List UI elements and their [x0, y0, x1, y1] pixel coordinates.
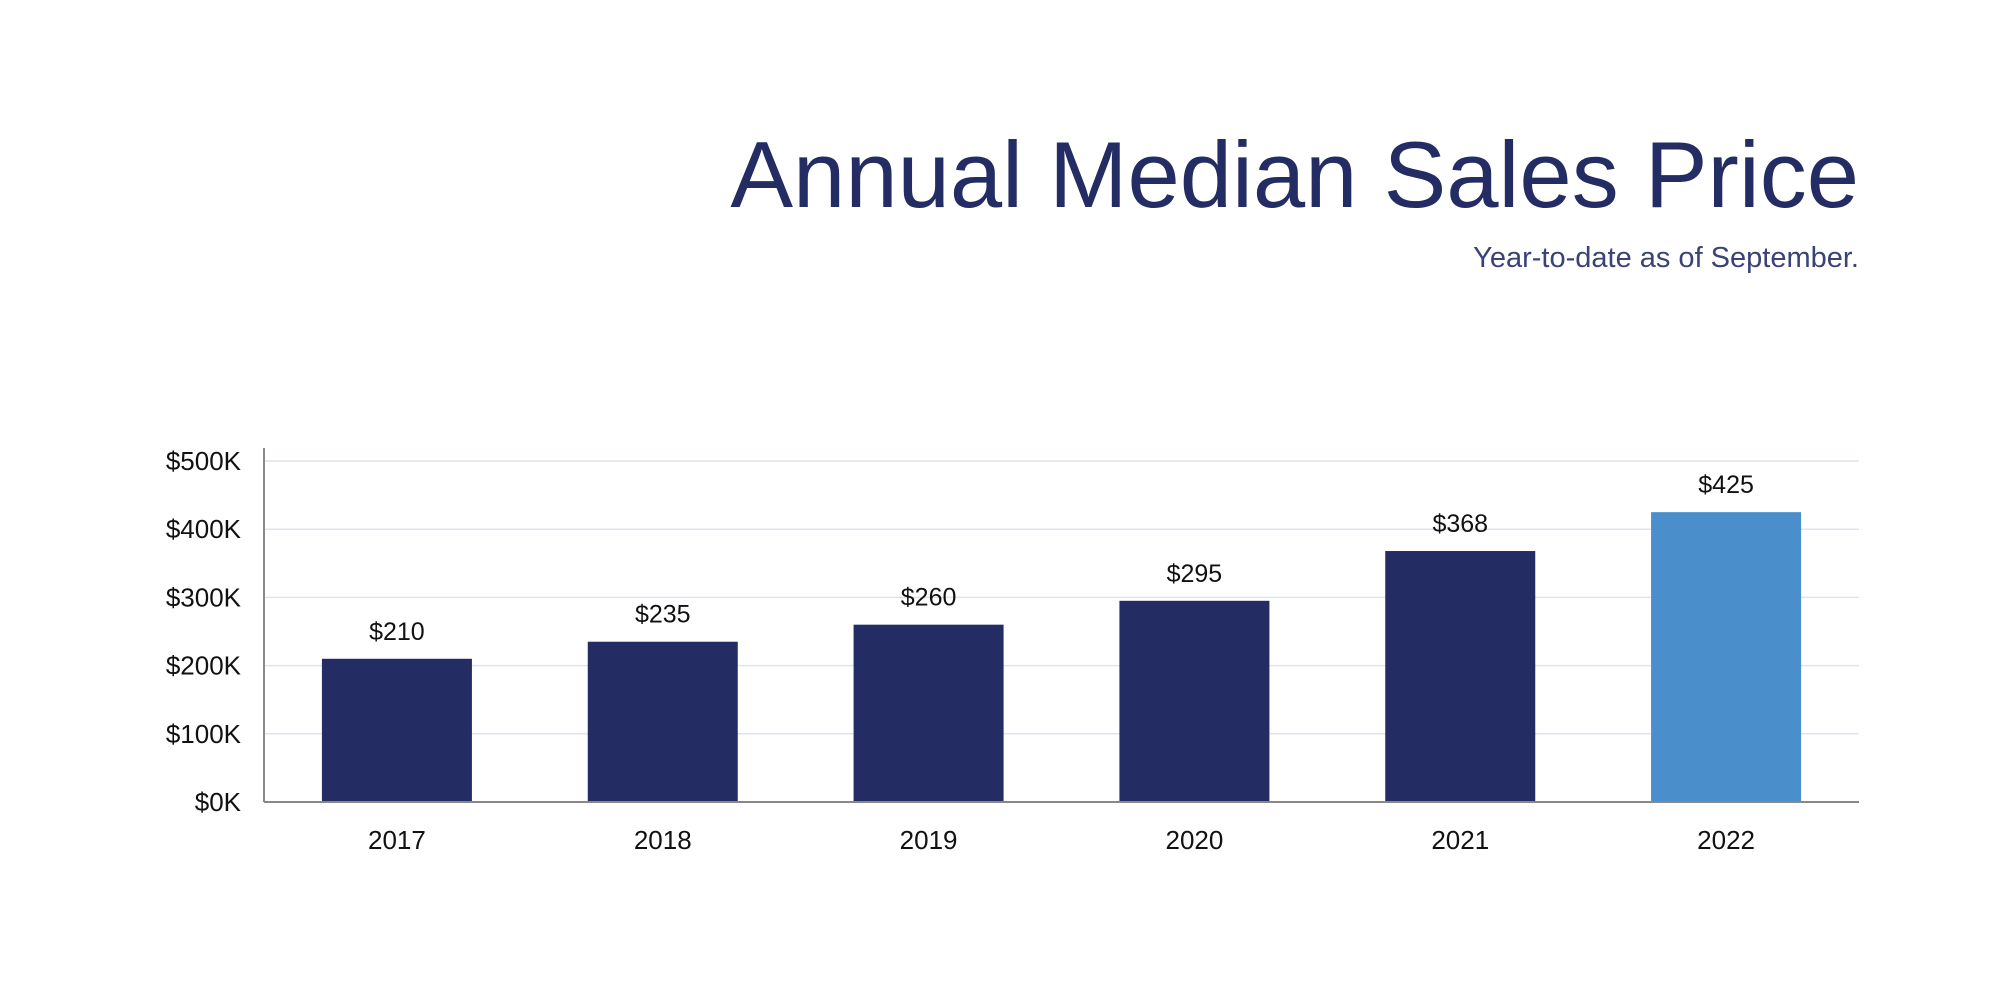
x-tick-label: 2017: [368, 825, 426, 855]
bar-2019: [853, 624, 1004, 802]
data-label: $295: [1167, 560, 1223, 588]
y-tick-label: $100K: [166, 719, 242, 749]
y-tick-label: $0K: [195, 787, 242, 817]
x-tick-label: 2019: [900, 825, 958, 855]
x-tick-label: 2021: [1431, 825, 1489, 855]
chart-title: Annual Median Sales Price: [730, 122, 1859, 227]
y-tick-label: $200K: [166, 651, 242, 681]
bar-2017: [321, 658, 472, 802]
data-label: $235: [635, 601, 691, 629]
bar-2018: [587, 641, 738, 802]
data-label: $425: [1698, 471, 1754, 499]
x-tick-label: 2020: [1165, 825, 1223, 855]
bar-2022: [1651, 512, 1802, 802]
chart-subtitle: Year-to-date as of September.: [1473, 242, 1859, 274]
y-tick-label: $500K: [166, 446, 242, 476]
y-tick-label: $400K: [166, 514, 242, 544]
x-tick-label: 2018: [634, 825, 692, 855]
x-tick-label: 2022: [1697, 825, 1755, 855]
bar-2021: [1385, 551, 1536, 802]
data-label: $210: [369, 618, 425, 646]
data-label: $260: [901, 584, 957, 612]
y-tick-label: $300K: [166, 582, 242, 612]
bar-2020: [1119, 600, 1270, 802]
data-label: $368: [1432, 510, 1488, 538]
